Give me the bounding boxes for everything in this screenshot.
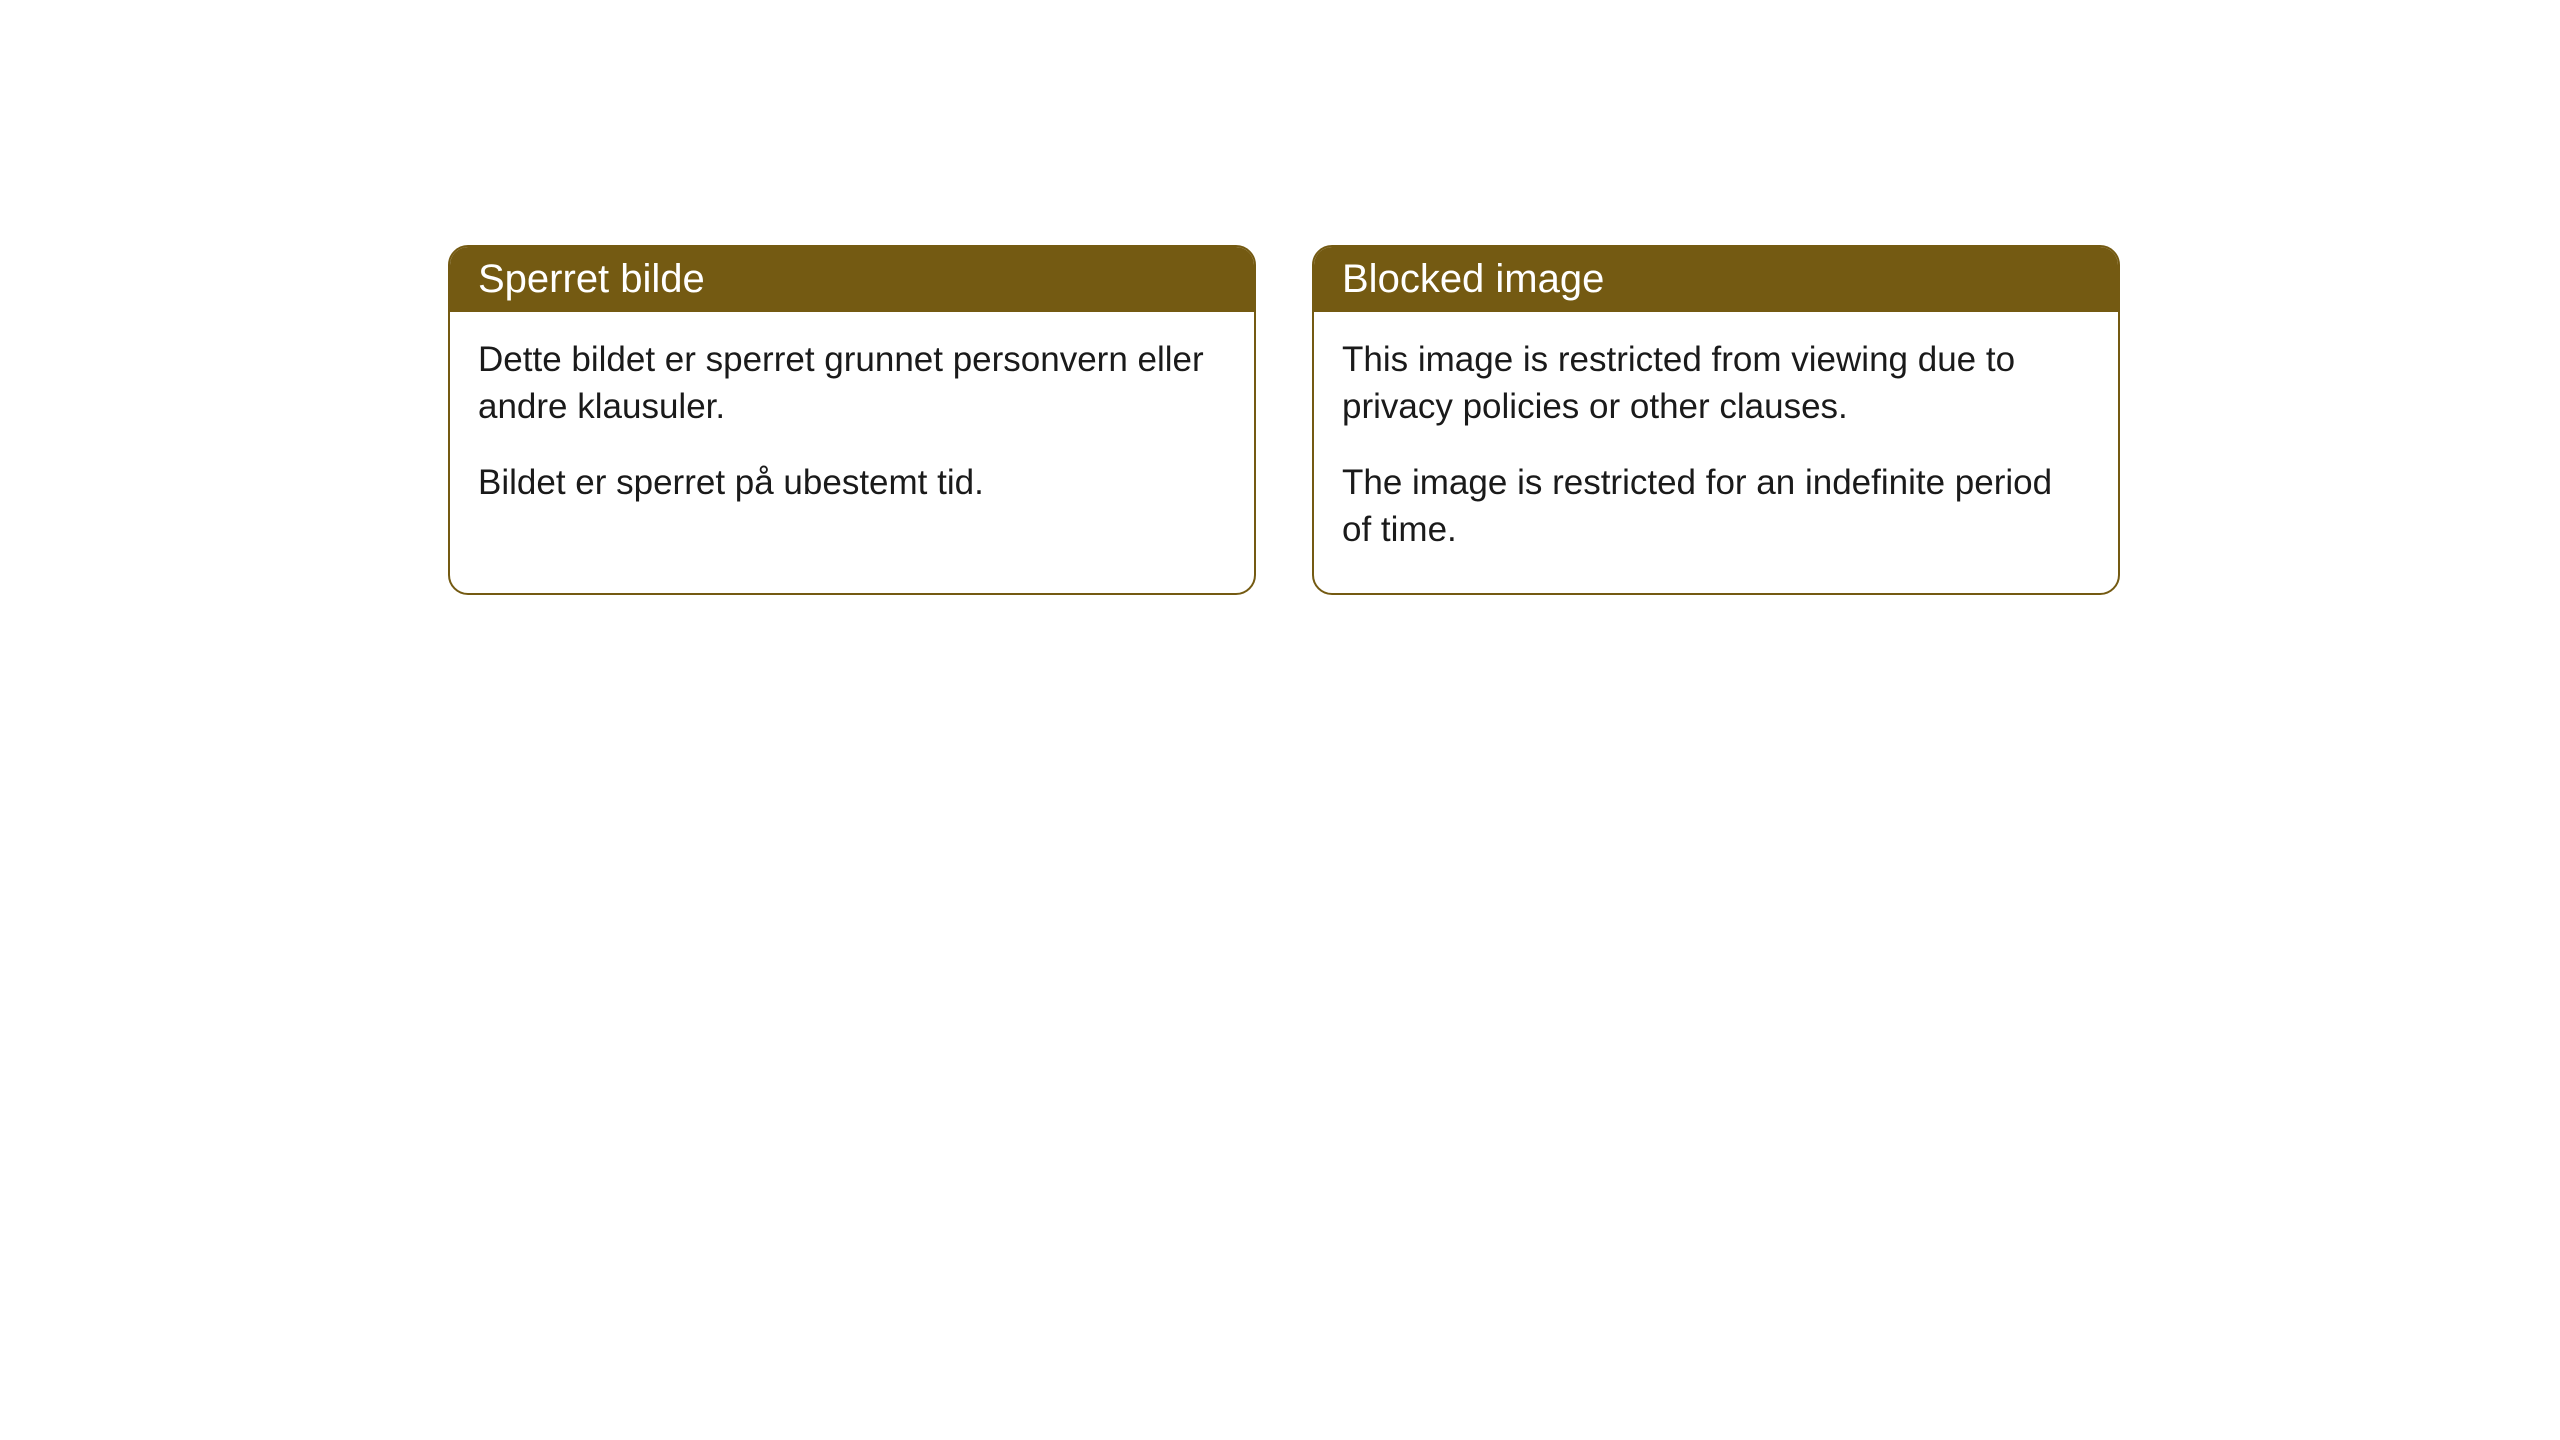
card-body: Dette bildet er sperret grunnet personve… bbox=[450, 312, 1254, 546]
card-paragraph: The image is restricted for an indefinit… bbox=[1342, 459, 2090, 554]
blocked-image-card-english: Blocked image This image is restricted f… bbox=[1312, 245, 2120, 595]
cards-container: Sperret bilde Dette bildet er sperret gr… bbox=[448, 245, 2120, 595]
card-paragraph: Dette bildet er sperret grunnet personve… bbox=[478, 336, 1226, 431]
card-header: Sperret bilde bbox=[450, 247, 1254, 312]
card-title: Blocked image bbox=[1342, 257, 1604, 301]
card-paragraph: Bildet er sperret på ubestemt tid. bbox=[478, 459, 1226, 506]
card-title: Sperret bilde bbox=[478, 257, 705, 301]
card-body: This image is restricted from viewing du… bbox=[1314, 312, 2118, 593]
card-paragraph: This image is restricted from viewing du… bbox=[1342, 336, 2090, 431]
card-header: Blocked image bbox=[1314, 247, 2118, 312]
blocked-image-card-norwegian: Sperret bilde Dette bildet er sperret gr… bbox=[448, 245, 1256, 595]
